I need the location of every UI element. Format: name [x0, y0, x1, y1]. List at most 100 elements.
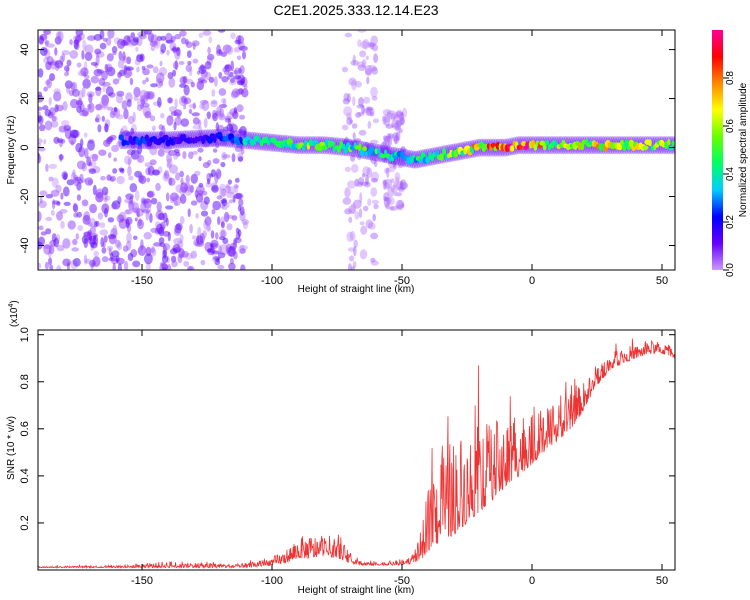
noise-blob — [346, 93, 351, 103]
noise-blob — [395, 204, 404, 209]
noise-blob — [173, 200, 179, 206]
noise-blob — [183, 260, 190, 267]
noise-blob — [66, 84, 70, 94]
noise-blob — [224, 117, 231, 123]
noise-blob — [111, 202, 118, 210]
noise-blob — [187, 265, 195, 270]
noise-blob — [159, 242, 166, 248]
noise-blob — [180, 118, 189, 127]
noise-blob — [352, 199, 362, 209]
noise-blob — [192, 150, 198, 155]
noise-blob — [81, 178, 87, 183]
noise-blob — [102, 241, 106, 248]
noise-blob — [124, 209, 133, 215]
noise-blob — [226, 123, 234, 132]
noise-blob — [107, 217, 115, 223]
noise-blob — [399, 182, 409, 190]
noise-blob — [394, 135, 398, 145]
noise-blob — [395, 123, 401, 131]
noise-blob — [175, 151, 181, 157]
noise-blob — [79, 110, 89, 117]
noise-blob — [366, 167, 373, 178]
noise-blob — [79, 173, 84, 182]
noise-blob — [219, 228, 227, 239]
noise-blob — [45, 163, 49, 172]
noise-blob — [98, 78, 106, 86]
noise-blob — [157, 148, 165, 157]
noise-blob — [371, 44, 379, 52]
noise-blob — [382, 108, 392, 116]
noise-blob — [385, 203, 391, 210]
noise-blob — [222, 237, 229, 245]
noise-blob — [83, 132, 88, 138]
noise-blob — [362, 39, 370, 50]
noise-blob — [174, 223, 182, 234]
noise-blob — [159, 60, 163, 67]
noise-blob — [344, 187, 351, 198]
ridge-halo — [380, 144, 387, 163]
noise-blob — [239, 245, 248, 251]
noise-blob — [206, 225, 211, 232]
noise-blob — [101, 115, 106, 122]
noise-blob — [227, 186, 236, 195]
noise-blob — [127, 115, 135, 125]
ridge-sample — [121, 139, 126, 147]
y-tick-label: -20 — [19, 189, 31, 205]
noise-blob — [101, 70, 108, 81]
noise-blob — [102, 85, 106, 92]
noise-blob — [188, 266, 193, 270]
noise-blob — [99, 42, 107, 50]
noise-blob — [99, 30, 105, 40]
noise-blob — [203, 219, 208, 230]
noise-blob — [227, 63, 231, 74]
noise-blob — [386, 110, 396, 115]
noise-blob — [44, 109, 52, 117]
noise-blob — [121, 55, 129, 64]
noise-blob — [383, 136, 391, 143]
noise-blob — [176, 46, 181, 57]
noise-blob — [173, 195, 182, 207]
noise-blob — [223, 211, 230, 223]
noise-blob — [179, 30, 187, 37]
noise-blob — [149, 115, 156, 122]
noise-blob — [381, 145, 387, 151]
noise-blob — [84, 60, 88, 71]
noise-blob — [58, 154, 64, 161]
noise-blob — [157, 96, 162, 108]
noise-blob — [367, 222, 376, 230]
noise-blob — [230, 32, 236, 40]
noise-blob — [117, 71, 122, 81]
noise-blob — [354, 80, 362, 88]
noise-blob — [241, 88, 249, 98]
noise-blob — [188, 151, 194, 159]
noise-blob — [215, 232, 219, 240]
ridge-sample — [648, 139, 652, 147]
noise-blob — [130, 32, 136, 39]
noise-blob — [238, 45, 248, 52]
noise-blob — [140, 201, 147, 213]
noise-blob — [212, 109, 217, 119]
noise-blob — [147, 32, 155, 43]
spectrogram-ridge — [118, 128, 675, 169]
noise-blob — [71, 247, 79, 252]
noise-blob — [115, 239, 121, 248]
noise-blob — [397, 186, 405, 191]
noise-blob — [134, 217, 138, 222]
noise-blob — [95, 54, 100, 66]
noise-blob — [106, 174, 112, 181]
x-tick-label: 0 — [529, 575, 535, 587]
noise-blob — [54, 36, 62, 45]
noise-blob — [167, 231, 171, 242]
y-tick-label: 40 — [19, 43, 31, 55]
noise-blob — [393, 162, 397, 170]
ridge-sample — [118, 134, 124, 141]
noise-blob — [62, 238, 71, 249]
noise-blob — [185, 39, 189, 45]
noise-blob — [142, 79, 147, 85]
noise-blob — [399, 116, 406, 126]
noise-blob — [220, 51, 227, 57]
noise-blob — [143, 200, 149, 205]
noise-blob — [215, 110, 223, 117]
noise-blob — [138, 175, 147, 185]
noise-blob — [371, 95, 378, 101]
